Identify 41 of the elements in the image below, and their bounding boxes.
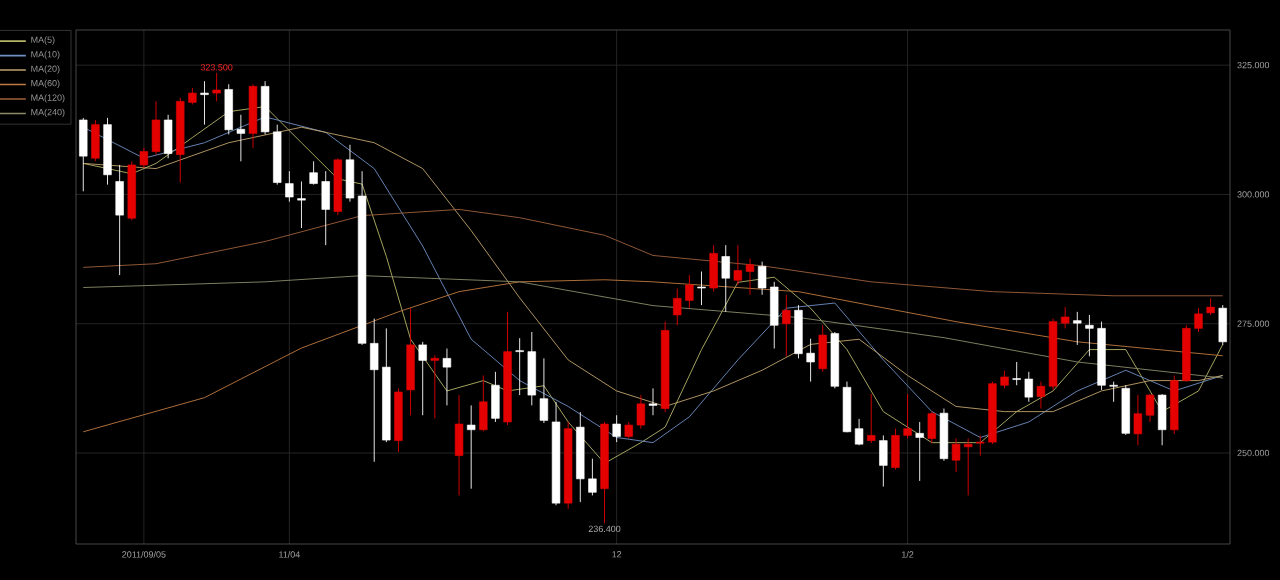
line-series bbox=[82, 275, 1224, 379]
candlestick bbox=[867, 393, 876, 444]
candlestick bbox=[115, 164, 124, 276]
candlestick bbox=[939, 408, 949, 462]
candlestick bbox=[406, 307, 415, 416]
candlestick bbox=[818, 324, 827, 373]
candlestick bbox=[842, 381, 852, 433]
candlestick bbox=[915, 421, 924, 482]
line-series bbox=[82, 208, 1224, 297]
candlestick bbox=[79, 117, 88, 192]
candlestick bbox=[442, 348, 452, 406]
candlestick bbox=[1218, 304, 1227, 346]
candlestick bbox=[1121, 384, 1130, 436]
candlestick bbox=[212, 72, 221, 102]
line-series bbox=[82, 279, 1224, 433]
candlestick bbox=[927, 411, 936, 444]
candlestick bbox=[91, 119, 100, 162]
candlestick bbox=[1036, 381, 1046, 409]
candlestick bbox=[648, 387, 658, 416]
candlestick bbox=[200, 80, 209, 126]
candlestick bbox=[479, 374, 488, 432]
candlestick bbox=[879, 434, 888, 488]
candlestick bbox=[163, 114, 173, 159]
candlestick bbox=[285, 170, 294, 203]
candlestick bbox=[709, 244, 718, 293]
candlestick bbox=[854, 418, 864, 446]
candlestick bbox=[491, 371, 500, 423]
candlestick bbox=[345, 144, 355, 203]
candlestick bbox=[782, 294, 791, 357]
candlestick bbox=[467, 404, 476, 490]
candlestick bbox=[1073, 311, 1082, 346]
candlestick bbox=[297, 181, 306, 229]
candlestick bbox=[430, 354, 439, 419]
candlestick bbox=[612, 414, 621, 443]
candlestick bbox=[1157, 393, 1167, 446]
candlestick bbox=[248, 83, 258, 149]
candlestick bbox=[454, 394, 464, 496]
candlestick bbox=[697, 271, 706, 306]
candlestick bbox=[721, 244, 730, 313]
candlestick bbox=[418, 341, 427, 416]
candlestick bbox=[539, 357, 549, 424]
